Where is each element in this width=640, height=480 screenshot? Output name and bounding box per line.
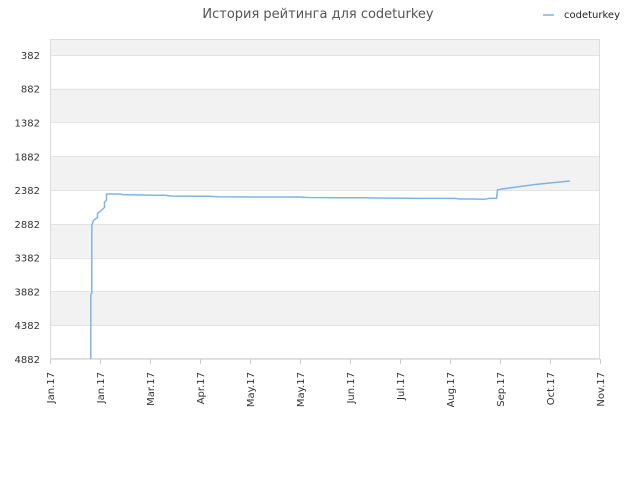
x-axis-ticks: Jan.17 Jan.17 Mar.17 Apr.17 May.17 May.17 Jun.… — [46, 359, 607, 407]
y-tick-label: 1382 — [15, 118, 40, 129]
plot-band — [50, 156, 600, 191]
x-tick-label: May.17 — [296, 372, 307, 407]
y-tick-label: 4882 — [15, 355, 40, 366]
x-tick-label: Nov.17 — [596, 372, 607, 407]
y-tick-label: 2882 — [15, 220, 40, 231]
y-axis-ticks: 382 882 1382 1882 2382 2882 3382 3882 4382 4882 — [15, 51, 40, 366]
plot-band — [50, 39, 600, 55]
plot-area-border — [50, 39, 600, 359]
plot-band — [50, 223, 600, 258]
plot-band — [50, 88, 600, 123]
plot-band — [50, 291, 600, 326]
legend[interactable]: codeturkey — [543, 10, 620, 21]
y-tick-label: 382 — [21, 51, 40, 62]
y-tick-label: 3882 — [15, 287, 40, 298]
plot-band — [50, 122, 600, 157]
y-tick-label: 1882 — [15, 152, 40, 163]
x-tick-label: May.17 — [246, 372, 257, 407]
x-tick-label: Jul.17 — [396, 372, 407, 401]
x-tick-label: Apr.17 — [196, 372, 207, 404]
x-tick-label: Jun.17 — [346, 372, 357, 405]
x-tick-label: Sep.17 — [496, 372, 507, 407]
y-gridlines — [50, 55, 600, 360]
series-group — [90, 180, 571, 359]
x-tick-label: Jan.17 — [46, 372, 57, 404]
legend-entry-codeturkey[interactable]: codeturkey — [564, 10, 620, 21]
plot-band — [50, 325, 600, 359]
x-tick-label: Aug.17 — [446, 372, 457, 407]
series-line-codeturkey — [90, 180, 571, 359]
x-tick-label: Oct.17 — [546, 372, 557, 405]
y-tick-label: 4382 — [15, 321, 40, 332]
plot-band — [50, 257, 600, 292]
x-tick-label: Jan.17 — [96, 372, 107, 404]
y-tick-label: 3382 — [15, 254, 40, 265]
chart-title: История рейтинга для codeturkey — [202, 7, 434, 22]
y-tick-label: 2382 — [15, 186, 40, 197]
x-tick-label: Mar.17 — [146, 372, 157, 406]
plot-background-bands — [50, 39, 600, 359]
plot-band — [50, 54, 600, 89]
y-tick-label: 882 — [21, 85, 40, 96]
